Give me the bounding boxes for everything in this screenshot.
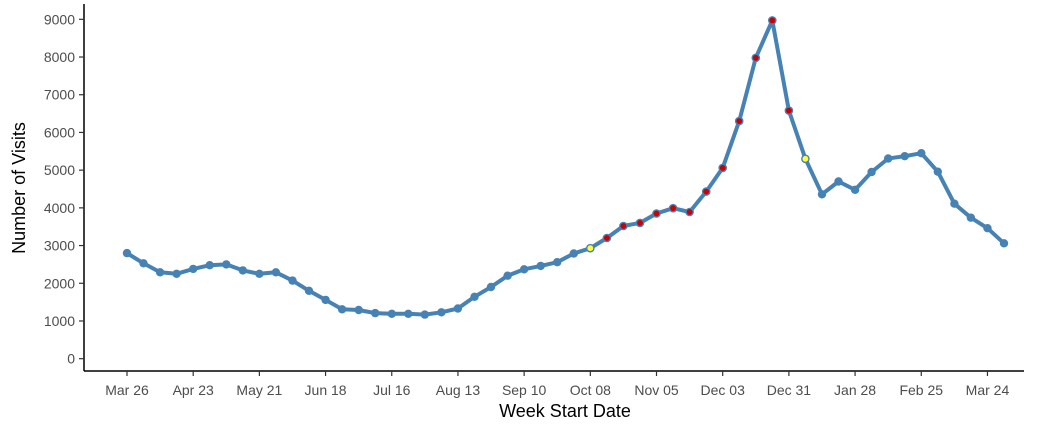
data-point bbox=[271, 268, 281, 277]
x-tick-label: Mar 24 bbox=[966, 382, 1010, 398]
data-point bbox=[652, 209, 661, 218]
data-point bbox=[850, 185, 860, 194]
data-point bbox=[404, 309, 413, 318]
data-point bbox=[139, 259, 148, 268]
y-axis-title: Number of Visits bbox=[9, 122, 29, 254]
data-point bbox=[701, 187, 711, 196]
x-tick-label: Mar 26 bbox=[105, 382, 149, 398]
data-point bbox=[668, 203, 678, 213]
data-point bbox=[635, 218, 645, 228]
data-point bbox=[486, 282, 496, 292]
data-point bbox=[966, 213, 976, 222]
y-tick-label: 3000 bbox=[44, 238, 75, 254]
x-tick-label: Oct 08 bbox=[570, 382, 611, 398]
y-tick-label: 7000 bbox=[44, 87, 75, 103]
data-point bbox=[470, 292, 479, 301]
data-point bbox=[685, 207, 694, 217]
y-tick-label: 1000 bbox=[44, 313, 75, 329]
y-tick-label: 6000 bbox=[44, 124, 75, 140]
data-point bbox=[172, 269, 181, 278]
x-tick-label: Sep 10 bbox=[502, 382, 547, 398]
data-point bbox=[155, 268, 165, 277]
data-point bbox=[999, 239, 1009, 248]
y-axis: 0 1000 2000 3000 4000 5000 6000 7000 8000 9000 bbox=[44, 4, 85, 371]
data-point bbox=[602, 233, 612, 243]
data-point bbox=[536, 261, 545, 271]
data-point bbox=[784, 106, 794, 115]
data-point bbox=[288, 276, 297, 285]
data-point bbox=[933, 167, 942, 176]
data-point bbox=[354, 305, 363, 315]
data-point bbox=[950, 199, 959, 208]
x-tick-label: Dec 31 bbox=[767, 382, 812, 398]
y-tick-label: 8000 bbox=[44, 49, 75, 65]
data-point bbox=[768, 16, 777, 25]
data-point bbox=[238, 266, 247, 275]
data-point bbox=[304, 286, 314, 295]
data-point bbox=[834, 177, 843, 186]
y-tick-label: 5000 bbox=[44, 162, 75, 178]
data-point bbox=[337, 305, 347, 314]
x-tick-label: Jun 18 bbox=[305, 382, 347, 398]
data-point bbox=[751, 53, 761, 63]
data-point bbox=[553, 258, 562, 267]
data-point bbox=[420, 310, 429, 319]
x-tick-label: Apr 23 bbox=[173, 382, 214, 398]
data-point bbox=[122, 248, 132, 258]
data-point bbox=[321, 295, 330, 305]
data-point bbox=[205, 261, 214, 270]
x-tick-label: Nov 05 bbox=[634, 382, 679, 398]
data-point bbox=[900, 152, 909, 161]
x-axis-title: Week Start Date bbox=[499, 401, 631, 421]
data-points bbox=[122, 16, 1009, 319]
x-ticks: Mar 26 Apr 23 May 21 Jun 18 Jul 16 Aug 13 Sep … bbox=[105, 371, 1009, 398]
data-point bbox=[817, 190, 827, 199]
data-point bbox=[387, 309, 396, 318]
x-tick-label: May 21 bbox=[236, 382, 282, 398]
data-point bbox=[519, 265, 529, 274]
y-tick-label: 0 bbox=[67, 351, 75, 367]
data-point bbox=[718, 163, 728, 173]
data-point bbox=[917, 149, 926, 158]
data-point bbox=[222, 260, 231, 269]
x-tick-label: Aug 13 bbox=[436, 382, 481, 398]
data-point bbox=[503, 271, 512, 280]
x-tick-label: Dec 03 bbox=[701, 382, 746, 398]
data-point bbox=[619, 221, 628, 231]
y-tick-label: 9000 bbox=[44, 11, 75, 27]
data-point bbox=[189, 264, 198, 274]
x-tick-label: Jan 28 bbox=[834, 382, 876, 398]
data-point bbox=[569, 249, 578, 258]
y-ticks: 0 1000 2000 3000 4000 5000 6000 7000 8000 9000 bbox=[44, 11, 84, 367]
data-point bbox=[801, 154, 810, 164]
data-point bbox=[586, 243, 595, 253]
data-point bbox=[437, 308, 446, 317]
y-tick-label: 2000 bbox=[44, 275, 75, 291]
x-tick-label: Feb 25 bbox=[899, 382, 943, 398]
data-point bbox=[884, 154, 893, 163]
data-point bbox=[734, 116, 744, 126]
y-tick-label: 4000 bbox=[44, 200, 75, 216]
x-tick-label: Jul 16 bbox=[373, 382, 411, 398]
data-point bbox=[453, 304, 463, 313]
data-point bbox=[983, 224, 992, 233]
x-axis: Mar 26 Apr 23 May 21 Jun 18 Jul 16 Aug 13 Sep … bbox=[84, 370, 1024, 398]
data-point bbox=[255, 269, 264, 278]
data-point bbox=[371, 308, 380, 318]
data-point bbox=[867, 167, 876, 177]
